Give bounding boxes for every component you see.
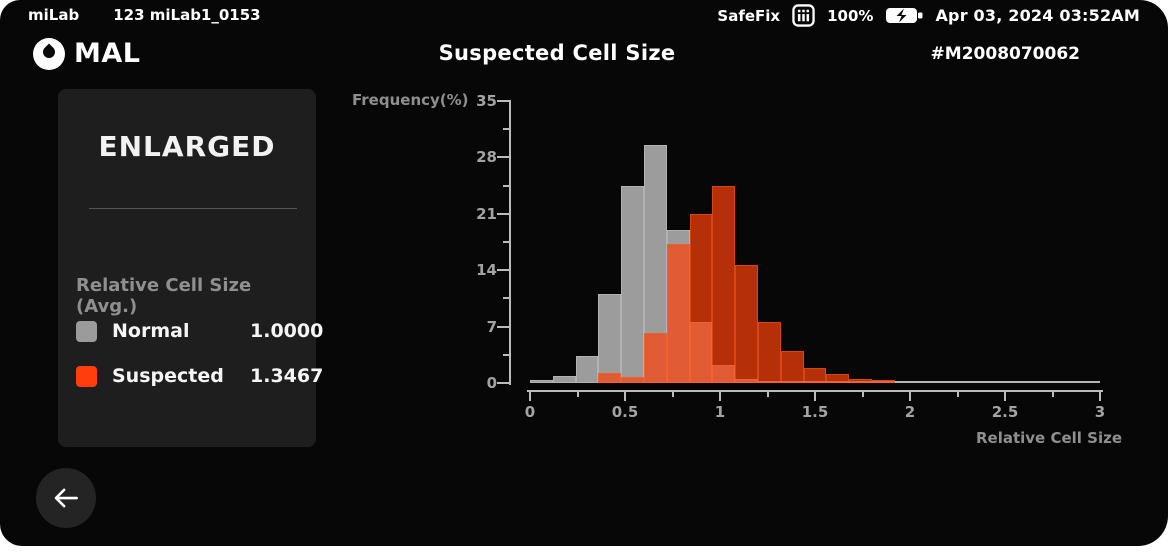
y-axis-minor-tick xyxy=(503,184,509,187)
card-divider xyxy=(89,208,297,209)
app-badge: MAL xyxy=(74,38,141,69)
x-axis-tick-label: 2.5 xyxy=(991,403,1019,421)
y-axis-line xyxy=(509,100,511,385)
arrow-left-icon xyxy=(51,483,81,513)
x-axis-minor-tick xyxy=(671,392,674,397)
histogram-bar-normal xyxy=(530,379,553,383)
x-axis-tick-label: 0 xyxy=(524,403,536,421)
legend-value: 1.0000 xyxy=(250,320,324,342)
x-axis-tick xyxy=(1004,392,1006,401)
y-axis-tick xyxy=(497,382,509,384)
legend-name: Suspected xyxy=(112,365,224,387)
histogram-bar-suspected xyxy=(735,265,758,383)
histogram-bar-normal xyxy=(552,375,576,383)
battery-charging-icon xyxy=(885,6,923,25)
battery-percent: 100% xyxy=(827,6,874,25)
x-axis-tick-label: 0.5 xyxy=(611,403,639,421)
legend-row-normal: Normal 1.0000 xyxy=(76,320,323,342)
mal-logo xyxy=(33,38,65,70)
page-title: Suspected Cell Size xyxy=(438,41,676,65)
back-button[interactable] xyxy=(36,468,96,528)
x-axis-minor-tick xyxy=(576,392,579,397)
sample-id: #M2008070062 xyxy=(930,44,1080,64)
y-axis-tick xyxy=(497,212,509,215)
legend-name: Normal xyxy=(112,320,190,342)
legend-row-suspected: Suspected 1.3467 xyxy=(76,365,323,387)
y-axis-tick-label: 28 xyxy=(476,148,497,167)
histogram-bar-suspected xyxy=(644,333,667,383)
histogram-bar-suspected xyxy=(712,185,736,383)
x-axis-tick xyxy=(814,392,816,401)
x-axis-tick-label: 2 xyxy=(904,403,916,421)
histogram-bar-normal xyxy=(621,186,644,383)
x-axis-tick xyxy=(909,392,911,401)
histogram-bar-suspected xyxy=(849,378,872,383)
y-axis-tick-label: 0 xyxy=(486,374,497,392)
histogram-bar-normal xyxy=(598,294,622,383)
histogram-bar-suspected xyxy=(689,213,713,383)
x-axis-minor-tick xyxy=(766,392,769,397)
datetime: Apr 03, 2024 03:52AM xyxy=(935,6,1140,25)
histogram-bar-suspected xyxy=(666,243,690,383)
x-axis-tick xyxy=(719,392,721,401)
histogram-bar-suspected xyxy=(621,377,644,383)
x-axis-tick xyxy=(624,392,626,401)
x-axis-tick-label: 3 xyxy=(1094,403,1106,421)
y-axis-tick xyxy=(497,156,509,159)
histogram-bar-suspected xyxy=(758,321,781,383)
result-info-card: ENLARGED Relative Cell Size (Avg.) Norma… xyxy=(58,89,323,447)
histogram-bar-suspected xyxy=(803,367,827,383)
y-axis-title: Frequency(%) xyxy=(352,91,469,109)
histogram-bar-normal xyxy=(575,356,599,383)
y-axis-tick-label: 7 xyxy=(486,317,497,336)
x-axis-title: Relative Cell Size xyxy=(975,429,1122,447)
y-axis-tick-label: 14 xyxy=(476,261,497,280)
x-axis-minor-tick xyxy=(956,392,959,397)
y-axis-tick xyxy=(497,269,509,272)
x-axis-tick xyxy=(1099,392,1101,401)
status-bar-left: miLab 123 miLab1_0153 xyxy=(28,6,261,24)
y-axis-tick xyxy=(497,325,509,328)
histogram-bar-suspected xyxy=(826,374,850,383)
normal-swatch xyxy=(76,320,97,342)
app-name: miLab xyxy=(28,6,80,24)
y-axis-minor-tick xyxy=(503,241,509,243)
safefix-label: SafeFix xyxy=(717,6,781,25)
histogram-bar-suspected xyxy=(598,373,622,383)
legend-value: 1.3467 xyxy=(250,365,324,387)
histogram-bar-suspected xyxy=(872,380,895,383)
device-id: 123 miLab1_0153 xyxy=(113,6,261,24)
x-axis-tick-label: 1.5 xyxy=(801,403,829,421)
cartridge-icon xyxy=(792,4,815,27)
status-bar-right: SafeFix 100% Apr 03, 2024 03:52AM xyxy=(717,4,1140,27)
histogram-bar-suspected xyxy=(780,350,804,383)
x-axis-tick xyxy=(529,392,531,401)
metric-label: Relative Cell Size (Avg.) xyxy=(76,275,252,317)
y-axis-tick xyxy=(497,100,509,102)
x-axis-line xyxy=(527,390,1103,392)
y-axis-minor-tick xyxy=(503,353,509,356)
y-axis-tick-label: 35 xyxy=(476,92,497,110)
y-axis-minor-tick xyxy=(503,128,509,131)
x-axis-minor-tick xyxy=(1051,392,1054,397)
suspected-swatch xyxy=(76,365,97,387)
cell-status-label: ENLARGED xyxy=(98,130,276,163)
y-axis-tick-label: 21 xyxy=(476,204,497,223)
y-axis-minor-tick xyxy=(503,297,509,300)
x-axis-minor-tick xyxy=(861,392,864,397)
x-axis-tick-label: 1 xyxy=(714,403,726,421)
